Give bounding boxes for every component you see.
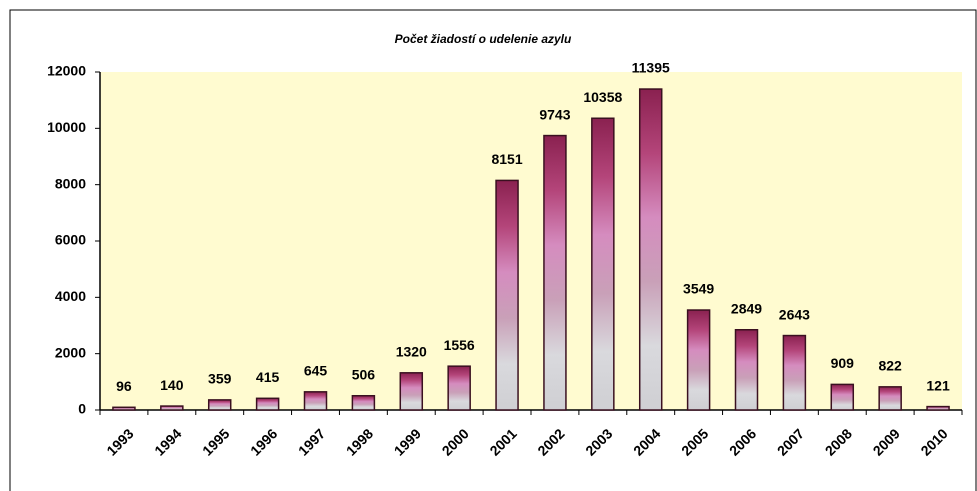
bar <box>303 391 328 411</box>
value-label: 96 <box>116 378 132 394</box>
value-label: 121 <box>926 377 950 393</box>
value-label: 822 <box>878 358 902 374</box>
chart-title: Počet žiadostí o udelenie azylu <box>395 32 572 46</box>
value-label: 2643 <box>779 306 810 322</box>
bar <box>447 365 471 411</box>
y-tick-label: 0 <box>78 401 86 417</box>
value-label: 140 <box>160 377 184 393</box>
bar <box>591 117 615 411</box>
bar <box>734 329 759 411</box>
bar <box>255 397 280 411</box>
y-tick-label: 6000 <box>55 232 86 248</box>
plot-area <box>100 72 962 410</box>
value-label: 359 <box>208 371 232 387</box>
bar <box>686 309 711 411</box>
bar <box>926 405 950 411</box>
value-label: 9743 <box>539 106 570 122</box>
bar <box>351 394 376 411</box>
value-label: 1320 <box>396 344 427 360</box>
bar <box>782 334 807 411</box>
value-label: 645 <box>304 363 328 379</box>
value-label: 1556 <box>444 337 475 353</box>
value-label: 11395 <box>632 60 670 76</box>
y-tick-label: 8000 <box>55 175 86 191</box>
y-tick-label: 10000 <box>47 119 86 135</box>
bar <box>543 134 567 411</box>
value-label: 909 <box>831 355 855 371</box>
bar <box>878 386 902 411</box>
value-label: 506 <box>352 366 376 382</box>
bar <box>399 372 424 411</box>
value-label: 10358 <box>583 89 622 105</box>
value-label: 8151 <box>491 151 522 167</box>
y-tick-label: 4000 <box>55 288 86 304</box>
value-label: 2849 <box>731 300 762 316</box>
bar <box>638 88 663 411</box>
bar <box>112 406 136 411</box>
y-tick-label: 2000 <box>55 344 86 360</box>
value-label: 3549 <box>683 281 714 297</box>
bar <box>495 179 519 411</box>
bar <box>160 405 184 411</box>
bar <box>207 399 232 411</box>
y-tick-label: 12000 <box>47 63 86 79</box>
value-label: 415 <box>256 369 280 385</box>
bar <box>830 383 855 411</box>
